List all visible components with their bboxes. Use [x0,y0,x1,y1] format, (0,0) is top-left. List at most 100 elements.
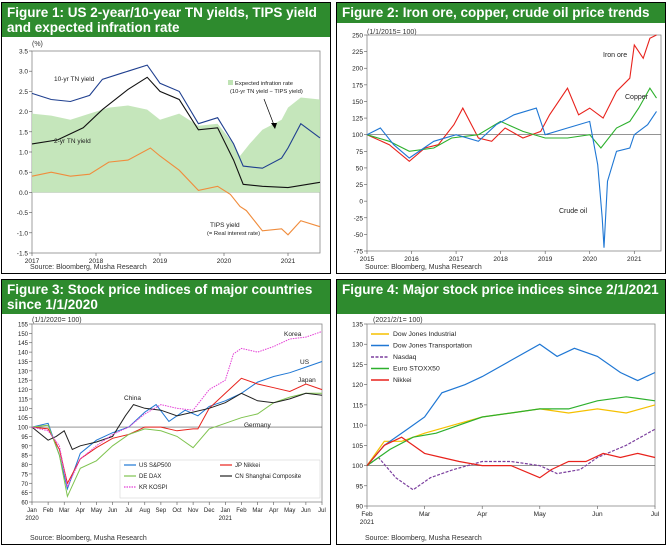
figure-3-ytick-label: 120 [18,388,29,394]
figure-3-xtick-label: Feb [43,508,54,514]
figure-4-xtick-label: Jul [651,511,660,518]
figure-3-ytick-label: 70 [21,482,28,488]
figure-4-ytick-label: 130 [352,342,363,349]
figure-1-arrow-line [263,98,275,126]
figure-3-year-label: 2021 [219,516,233,522]
figure-4-title: Figure 4: Major stock price indices sinc… [337,280,665,314]
figure-2-ytick-label: 225 [352,49,363,56]
figure-4-ytick-label: 100 [352,463,363,470]
figure-3-xtick-label: Oct [172,508,182,514]
figure-4-line-dow-jones-industrial [366,404,656,466]
figure-1-label-tips-2: (= Real interest rate) [207,231,260,237]
figure-1-line-10-yr-tn-yield [31,64,321,169]
figure-2-ytick-label: -25 [354,215,364,222]
figure-4-line-dow-jones-transportation [366,343,656,466]
figure-3-line-kr-kospi [31,331,323,489]
figure-2-ytick-label: 100 [352,132,363,139]
figure-3-ytick-label: 75 [21,472,28,478]
figure-3-xtick-label: Jul [318,508,326,514]
figure-3-ytick-label: 130 [18,369,29,375]
figure-1-xtick-label: 2017 [25,258,40,265]
figure-3-chart: 155 150 145 140 135 130 125 120 115 110 105 100 95 90… [18,323,326,523]
figure-3-ytick-label: 90 [21,444,28,450]
figure-4-ytick-label: 135 [352,322,363,329]
figure-1-ytick-label: 0.5 [19,170,28,177]
figure-3-xtick-label: Nov [188,508,199,514]
figure-3-xtick-label: Jun [301,508,311,514]
figure-2-ytick-label: 75 [356,149,364,156]
figure-3-line-jp-nikkei [31,377,323,485]
figure-4-source: Source: Bloomberg, Musha Research [365,535,482,542]
figure-2-ytick-label: 200 [352,66,363,73]
figure-2-label-crude: Crude oil [559,208,587,215]
figure-4-ytick-label: 95 [356,483,364,490]
figure-3-ytick-label: 95 [21,435,28,441]
figure-3-ytick-label: 60 [21,501,28,507]
figure-2-xtick-label: 2019 [538,256,553,263]
figure-3-xtick-label: May [91,508,102,514]
figure-3-line-cn-shanghai-composite [31,392,323,451]
figure-2-unit: (1/1/2015= 100) [367,29,417,36]
figure-4-line-euro-stoxx50 [366,396,656,467]
figure-3-ytick-label: 125 [18,379,29,385]
figure-4-ytick-label: 110 [353,423,364,430]
figure-1-source: Source: Bloomberg, Musha Research [30,264,147,271]
figure-4-xtick-label: Jun [592,511,603,518]
figure-1-chart: 3.5 3.0 2.5 2.0 1.5 1.0 0.5 0.0 -0.5 -1.0 -1.52017… [17,49,321,265]
figure-3-ytick-label: 145 [18,341,29,347]
figure-3-legend-label: DE DAX [139,474,161,480]
figure-1-ytick-label: 2.5 [19,89,28,96]
figure-3-xtick-label: Mar [252,508,262,514]
figure-1-xtick-label: 2020 [217,258,232,265]
figure-2-ytick-label: 175 [352,82,363,89]
figure-2-label-copper: Copper [625,94,649,101]
figure-1-ytick-label: 1.0 [19,150,28,157]
figure-2-xtick-label: 2017 [449,256,464,263]
figure-1-ytick-label: 0.0 [19,190,28,197]
figure-4-ytick-label: 115 [353,402,364,409]
figure-3-ytick-label: 155 [18,323,29,329]
figure-3-xtick-label: May [284,508,295,514]
figure-2-ytick-label: 25 [356,182,364,189]
figure-1-ytick-label: -0.5 [17,210,29,217]
figure-2-chart: 2502252001751501251007550250-25-50-75201… [352,33,662,263]
figure-3-source: Source: Bloomberg, Musha Research [30,535,147,542]
figure-3-ytick-label: 140 [18,351,29,357]
figure-1-ytick-label: 1.5 [19,129,28,136]
figure-4-legend-label: Dow Jones Transportation [393,343,472,350]
figure-1-xtick-label: 2018 [89,258,104,265]
figure-3-xtick-label: Jan [27,508,37,514]
figure-4-ytick-label: 105 [352,443,363,450]
figure-3-ytick-label: 85 [21,454,28,460]
figure-3-ytick-label: 100 [18,426,29,432]
figure-4-ytick-label: 125 [352,362,363,369]
figure-1-xtick-label: 2019 [153,258,168,265]
figure-2-panel: Figure 2: Iron ore, copper, crude oil pr… [336,2,666,274]
figure-3-legend-label: CN Shanghai Composite [235,474,302,480]
figure-3-title: Figure 3: Stock price indices of major c… [2,280,330,314]
figure-3-legend-box [119,459,321,499]
figure-3-ytick-label: 150 [18,332,29,338]
figure-4-xtick-label: Apr [477,511,488,518]
figure-3-xtick-label: Mar [59,508,69,514]
figure-3-legend-label: JP Nikkei [235,463,260,469]
figure-4-legend-label: Dow Jones Industrial [393,331,457,338]
figure-2-plot-frame [366,34,662,252]
figure-3-year-label: 2020 [25,516,39,522]
figure-1-area-expected-infration-rate [32,97,320,193]
figure-2-ytick-label: -50 [354,232,364,239]
figure-4-legend-label: Nasdaq [393,354,417,361]
figure-1-ytick-label: -1.0 [17,230,29,237]
figure-4-panel: Figure 4: Major stock price indices sinc… [336,279,666,545]
figure-2-line-iron-ore [366,34,657,163]
figure-1-panel: Figure 1: US 2-year/10-year TN yields, T… [1,2,331,274]
figure-2-line-copper [366,87,657,152]
figure-3-label-us: US [300,359,310,366]
figure-3-xtick-label: Apr [76,508,85,514]
figure-1-expected-swatch [228,80,233,85]
figure-4-legend-label: Euro STOXX50 [393,366,440,373]
figure-3-xtick-label: Jan [220,508,230,514]
figure-3-label-japan: Japan [298,377,316,384]
figure-1-line-2-yr-tn-yield [31,76,321,189]
